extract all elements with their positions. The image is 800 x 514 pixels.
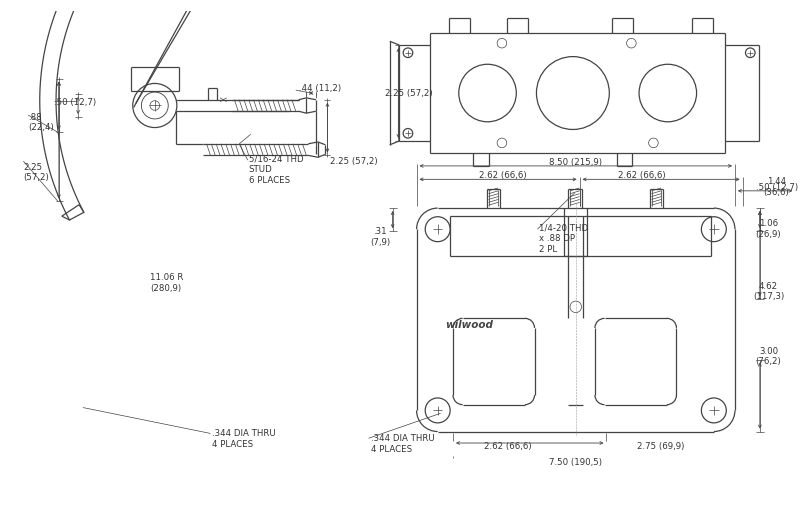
- Text: 2.62 (66,6): 2.62 (66,6): [479, 171, 526, 180]
- Text: 4.62
(117,3): 4.62 (117,3): [753, 282, 784, 301]
- Text: 2.62 (66,6): 2.62 (66,6): [484, 443, 531, 451]
- Text: .50 (12,7): .50 (12,7): [756, 182, 798, 192]
- Text: 2.25 (57,2): 2.25 (57,2): [385, 88, 433, 98]
- Text: 7.50 (190,5): 7.50 (190,5): [550, 457, 602, 467]
- Text: 5/16-24 THD
STUD
6 PLACES: 5/16-24 THD STUD 6 PLACES: [249, 155, 303, 185]
- Text: 1.06
(26,9): 1.06 (26,9): [756, 219, 782, 239]
- Text: 11.06 R
(280,9): 11.06 R (280,9): [150, 273, 183, 292]
- Text: 3.00
(76,2): 3.00 (76,2): [756, 347, 782, 366]
- Text: 2.25
(57,2): 2.25 (57,2): [23, 163, 49, 182]
- Text: 8.50 (215,9): 8.50 (215,9): [550, 158, 602, 167]
- Text: 2.25 (57,2): 2.25 (57,2): [330, 157, 378, 166]
- Text: .44 (11,2): .44 (11,2): [298, 84, 341, 93]
- Text: 1.44
(36,6): 1.44 (36,6): [763, 177, 789, 197]
- Text: wilwood: wilwood: [446, 320, 494, 330]
- Text: .50 (12,7): .50 (12,7): [54, 98, 96, 107]
- Text: 2.62 (66,6): 2.62 (66,6): [618, 171, 666, 180]
- Text: .88
(22,4): .88 (22,4): [28, 113, 54, 133]
- Text: 2.75 (69,9): 2.75 (69,9): [638, 443, 685, 451]
- Text: 1/4-20 THD
x .88 DP
2 PL: 1/4-20 THD x .88 DP 2 PL: [539, 224, 589, 254]
- Text: .344 DIA THRU
4 PLACES: .344 DIA THRU 4 PLACES: [370, 434, 434, 454]
- Text: .31
(7,9): .31 (7,9): [370, 227, 390, 247]
- Text: .344 DIA THRU
4 PLACES: .344 DIA THRU 4 PLACES: [212, 430, 276, 449]
